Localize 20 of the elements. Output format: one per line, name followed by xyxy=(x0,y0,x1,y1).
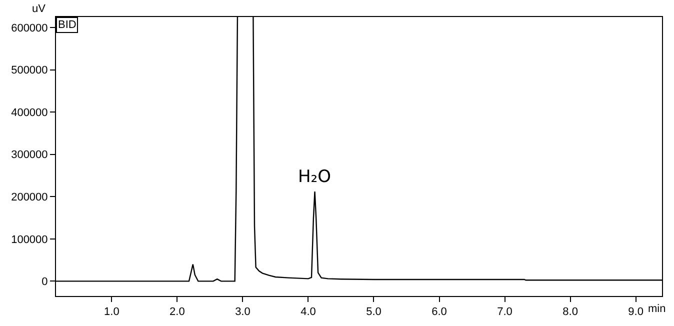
y-tick-label: 500000 xyxy=(11,64,48,77)
y-tick-label: 100000 xyxy=(11,234,48,246)
y-tick-label: 400000 xyxy=(11,106,48,119)
y-tick-label: 0 xyxy=(42,276,48,288)
y-axis-title: uV xyxy=(32,3,46,15)
annotation: H₂O xyxy=(298,167,331,187)
y-tick-label: 200000 xyxy=(11,192,48,204)
x-tick-label: 8.0 xyxy=(562,306,578,318)
y-tick-label: 300000 xyxy=(11,149,48,162)
x-tick-label: 1.0 xyxy=(104,306,120,318)
annotation: BID xyxy=(58,19,76,31)
y-tick-label: 600000 xyxy=(11,22,48,34)
x-axis-title: min xyxy=(648,303,666,315)
x-tick-label: 2.0 xyxy=(170,306,185,318)
x-tick-label: 7.0 xyxy=(497,306,512,318)
x-tick-label: 9.0 xyxy=(628,306,644,318)
x-tick-label: 5.0 xyxy=(366,306,382,318)
x-tick-label: 4.0 xyxy=(300,306,316,318)
x-tick-label: 6.0 xyxy=(432,306,447,318)
x-tick-label: 3.0 xyxy=(235,306,250,318)
